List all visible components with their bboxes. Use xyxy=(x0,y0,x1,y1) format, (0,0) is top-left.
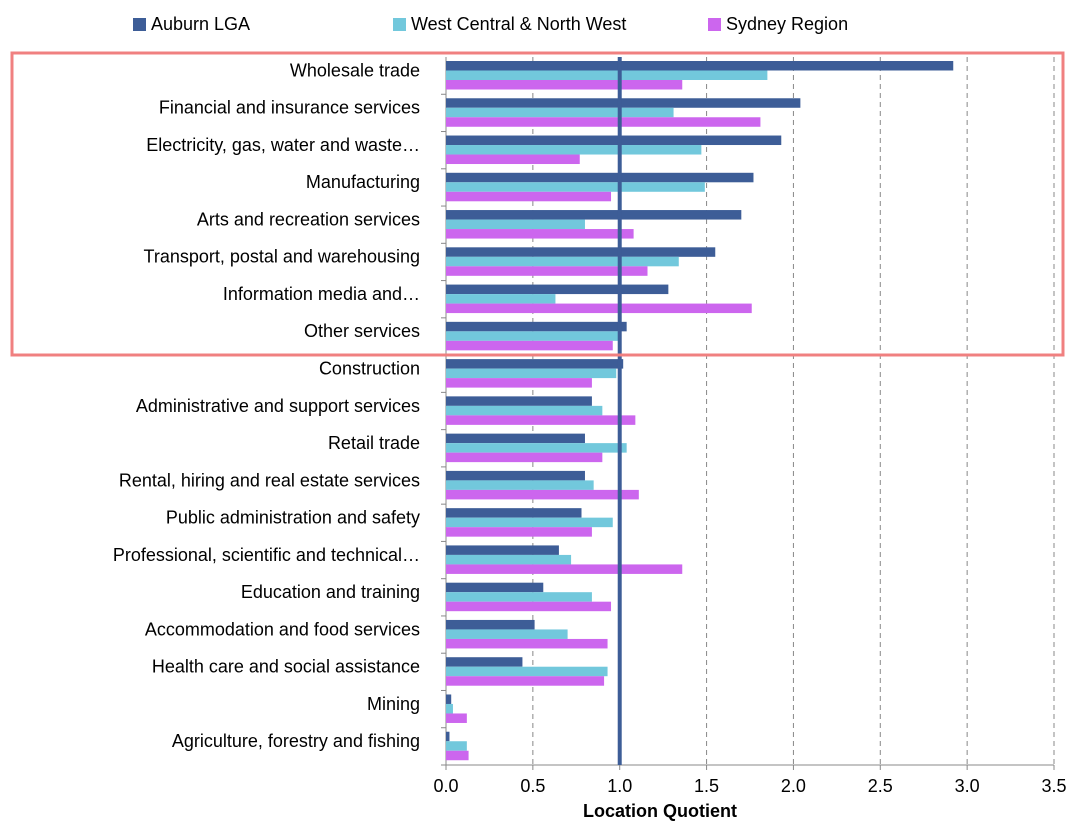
bar xyxy=(446,284,669,295)
y-tick-label: Mining xyxy=(367,694,420,714)
bar xyxy=(446,294,556,304)
y-tick-label: Construction xyxy=(319,358,420,378)
legend-label: Auburn LGA xyxy=(151,14,250,34)
y-tick-label: Professional, scientific and technical… xyxy=(113,545,420,565)
bar xyxy=(446,527,592,537)
bar xyxy=(446,666,608,677)
bar xyxy=(446,145,702,155)
bar xyxy=(446,554,572,565)
bar xyxy=(446,741,467,751)
legend-label: West Central & North West xyxy=(411,14,626,34)
bar xyxy=(446,266,648,276)
bar xyxy=(446,619,535,630)
bar xyxy=(446,657,523,667)
bar xyxy=(446,210,742,220)
y-tick-label: Electricity, gas, water and waste… xyxy=(146,135,420,155)
bar xyxy=(446,517,613,528)
bar xyxy=(446,219,585,230)
x-tick-label: 0.5 xyxy=(520,776,545,796)
bar xyxy=(446,480,594,490)
bar xyxy=(446,415,636,425)
bar xyxy=(446,247,716,257)
x-axis-title: Location Quotient xyxy=(583,801,737,821)
y-tick-label: Financial and insurance services xyxy=(159,98,420,118)
y-tick-label: Arts and recreation services xyxy=(197,209,420,229)
bar xyxy=(446,135,782,146)
bar xyxy=(446,750,469,761)
bar xyxy=(446,713,467,723)
highlight-box xyxy=(10,51,1065,357)
bar xyxy=(446,433,585,444)
y-tick-label: Information media and… xyxy=(223,284,420,304)
bar xyxy=(446,172,754,183)
y-tick-label: Transport, postal and warehousing xyxy=(144,247,421,267)
bar xyxy=(446,368,617,379)
bar xyxy=(446,676,605,686)
y-tick-label: Health care and social assistance xyxy=(152,657,420,677)
x-tick-label: 3.0 xyxy=(955,776,980,796)
x-tick-label: 2.5 xyxy=(868,776,893,796)
bar xyxy=(446,405,603,416)
bar xyxy=(446,154,580,165)
bar xyxy=(446,70,768,80)
bar xyxy=(446,359,624,369)
legend-label: Sydney Region xyxy=(726,14,848,34)
x-tick-label: 3.5 xyxy=(1041,776,1066,796)
bar xyxy=(446,117,761,127)
x-tick-label: 0.0 xyxy=(433,776,458,796)
bar xyxy=(446,703,453,714)
bar xyxy=(446,629,568,639)
y-tick-label: Manufacturing xyxy=(306,172,420,192)
y-tick-label: Accommodation and food services xyxy=(145,619,420,639)
y-tick-label: Administrative and support services xyxy=(136,396,420,416)
bar xyxy=(446,303,752,314)
legend-swatch xyxy=(133,18,146,31)
bar xyxy=(446,592,592,602)
y-tick-label: Rental, hiring and real estate services xyxy=(119,470,420,490)
bar xyxy=(446,61,954,71)
bar xyxy=(446,229,634,239)
y-tick-label: Public administration and safety xyxy=(166,508,420,528)
bar xyxy=(446,508,582,518)
bar xyxy=(446,564,683,574)
x-tick-label: 1.0 xyxy=(607,776,632,796)
bar xyxy=(446,731,450,742)
bar xyxy=(446,331,622,341)
bar xyxy=(446,396,592,406)
bar xyxy=(446,470,585,481)
bar xyxy=(446,256,679,267)
y-tick-label: Agriculture, forestry and fishing xyxy=(172,731,420,751)
bar xyxy=(446,191,612,202)
bar xyxy=(446,601,612,612)
bar xyxy=(446,182,705,192)
legend-swatch xyxy=(708,18,721,31)
bar xyxy=(446,80,683,90)
bar xyxy=(446,452,603,463)
bar xyxy=(446,107,674,118)
bar xyxy=(446,340,613,351)
bar xyxy=(446,378,592,388)
y-tick-label: Retail trade xyxy=(328,433,420,453)
bar xyxy=(446,694,452,704)
y-tick-label: Wholesale trade xyxy=(290,60,420,80)
bar xyxy=(446,545,559,555)
bar xyxy=(446,98,801,108)
y-tick-label: Other services xyxy=(304,321,420,341)
x-tick-label: 2.0 xyxy=(781,776,806,796)
bar xyxy=(446,321,627,332)
bar xyxy=(446,582,544,593)
legend-swatch xyxy=(393,18,406,31)
bar xyxy=(446,638,608,649)
bar xyxy=(446,489,639,500)
x-tick-label: 1.5 xyxy=(694,776,719,796)
bar xyxy=(446,443,627,453)
y-tick-label: Education and training xyxy=(241,582,420,602)
